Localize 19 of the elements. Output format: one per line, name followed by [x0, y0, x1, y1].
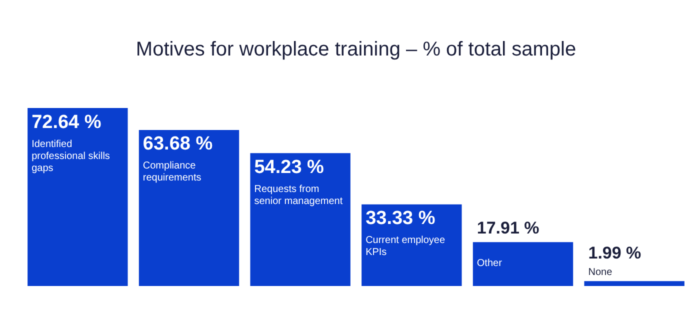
x-tick-label: Current employee KPIs [366, 235, 446, 258]
bar [584, 281, 684, 286]
x-tick-label: Other [476, 258, 503, 269]
data-label: 33.33 % [366, 208, 436, 230]
data-label: 54.23 % [254, 156, 324, 178]
x-tick-label: Compliance requirements [142, 160, 202, 184]
x-tick-label: Identified professional skills gaps [32, 138, 110, 174]
bar [472, 242, 574, 286]
chart-title: Motives for workplace training – % of total sample [136, 38, 576, 61]
data-label: 72.64 % [32, 112, 102, 133]
bar [250, 153, 350, 286]
data-label: 1.99 % [588, 243, 642, 262]
bar [28, 108, 128, 286]
data-label: 17.91 % [476, 218, 540, 238]
data-label: 63.68 % [142, 134, 213, 155]
x-tick-label: Requests from senior management [254, 184, 343, 207]
x-tick-label: None [588, 266, 613, 278]
bar [138, 130, 240, 286]
bar [362, 204, 462, 286]
